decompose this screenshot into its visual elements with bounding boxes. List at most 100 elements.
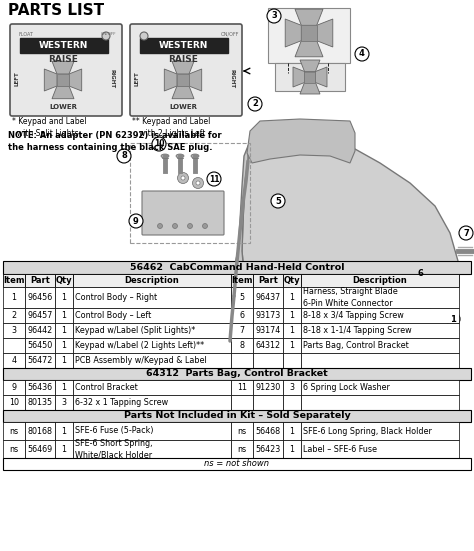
Polygon shape: [242, 136, 458, 308]
Bar: [283, 274, 301, 287]
Bar: [55, 440, 73, 458]
Text: 56423: 56423: [255, 445, 281, 453]
Bar: [25, 440, 55, 458]
Bar: [73, 308, 231, 323]
Bar: [73, 422, 231, 440]
Circle shape: [173, 224, 177, 229]
Bar: [73, 440, 231, 458]
Text: SFE-6 Short Spring,
White/Black Holder: SFE-6 Short Spring, White/Black Holder: [75, 439, 153, 459]
Text: 64312  Parts Bag, Control Bracket: 64312 Parts Bag, Control Bracket: [146, 370, 328, 379]
Circle shape: [202, 224, 208, 229]
Bar: [301, 287, 459, 308]
Text: LEFT: LEFT: [15, 72, 19, 87]
Text: 1: 1: [62, 445, 66, 453]
Text: 9: 9: [133, 217, 139, 225]
Circle shape: [181, 176, 185, 180]
Bar: [283, 440, 301, 458]
Bar: [3, 395, 25, 410]
Circle shape: [271, 194, 285, 208]
Text: 8: 8: [121, 152, 127, 160]
Bar: [304, 72, 316, 83]
Text: NOTE: An adapter (PN 62392) is available for
the harness containing the black SA: NOTE: An adapter (PN 62392) is available…: [8, 131, 222, 153]
Polygon shape: [52, 86, 74, 99]
Bar: [3, 458, 471, 470]
Bar: [25, 380, 55, 395]
Bar: [283, 395, 301, 410]
Text: 56450: 56450: [27, 341, 53, 350]
Text: 1: 1: [62, 293, 66, 302]
Bar: [253, 395, 283, 410]
Text: 1: 1: [290, 445, 294, 453]
Text: 1: 1: [450, 315, 456, 323]
Bar: [25, 353, 55, 368]
Bar: [283, 380, 301, 395]
Bar: [283, 422, 301, 440]
Text: 1: 1: [290, 426, 294, 435]
FancyBboxPatch shape: [142, 191, 224, 235]
Text: Harness, Straight Blade
6-Pin White Connector: Harness, Straight Blade 6-Pin White Conn…: [303, 288, 398, 307]
Circle shape: [446, 312, 460, 326]
Bar: [253, 440, 283, 458]
Text: Item: Item: [231, 276, 253, 285]
Bar: [231, 395, 253, 410]
Bar: [130, 143, 250, 243]
Circle shape: [188, 224, 192, 229]
Text: Description: Description: [353, 276, 407, 285]
Ellipse shape: [161, 154, 169, 158]
Text: ns: ns: [237, 445, 246, 453]
Bar: [57, 74, 69, 86]
FancyBboxPatch shape: [130, 24, 242, 116]
Text: 96442: 96442: [27, 326, 53, 335]
Text: PARTS LIST: PARTS LIST: [8, 3, 104, 18]
Bar: [283, 308, 301, 323]
Circle shape: [152, 137, 166, 151]
Bar: [55, 353, 73, 368]
Polygon shape: [293, 67, 304, 87]
Polygon shape: [189, 69, 202, 91]
Bar: [301, 422, 459, 440]
Bar: [301, 380, 459, 395]
Text: 7: 7: [463, 229, 469, 237]
Text: Keypad w/Label (2 Lights Left)**: Keypad w/Label (2 Lights Left)**: [75, 341, 204, 350]
Text: 56469: 56469: [27, 445, 53, 453]
Text: 11: 11: [209, 175, 219, 183]
Text: 1: 1: [62, 326, 66, 335]
Text: 1: 1: [62, 383, 66, 392]
Text: 1: 1: [290, 341, 294, 350]
Circle shape: [140, 32, 148, 40]
Bar: [73, 395, 231, 410]
Bar: [231, 380, 253, 395]
Text: 96456: 96456: [27, 293, 53, 302]
Text: 4: 4: [359, 50, 365, 58]
Bar: [301, 440, 459, 458]
Text: 56472: 56472: [27, 356, 53, 365]
Circle shape: [117, 149, 131, 163]
Bar: [55, 274, 73, 287]
Text: 93173: 93173: [255, 311, 281, 320]
Bar: [3, 287, 25, 308]
Bar: [3, 410, 471, 422]
Bar: [55, 308, 73, 323]
Text: RAISE: RAISE: [168, 56, 198, 64]
Text: Part: Part: [258, 276, 278, 285]
Circle shape: [196, 181, 200, 185]
Text: 1: 1: [62, 341, 66, 350]
Text: RAISE: RAISE: [48, 56, 78, 64]
Circle shape: [102, 32, 110, 40]
Bar: [301, 323, 459, 338]
Text: 11: 11: [237, 383, 247, 392]
Bar: [55, 323, 73, 338]
Bar: [268, 8, 350, 63]
Polygon shape: [285, 19, 301, 47]
Polygon shape: [172, 61, 194, 74]
Bar: [73, 338, 231, 353]
Polygon shape: [317, 19, 333, 47]
Text: ON/OFF: ON/OFF: [221, 31, 239, 36]
Bar: [231, 353, 253, 368]
Text: 6 Spring Lock Washer: 6 Spring Lock Washer: [303, 383, 390, 392]
Text: 5: 5: [239, 293, 245, 302]
Bar: [231, 287, 253, 308]
Text: WESTERN: WESTERN: [158, 41, 208, 50]
Text: 1: 1: [290, 293, 294, 302]
Text: 1: 1: [290, 326, 294, 335]
